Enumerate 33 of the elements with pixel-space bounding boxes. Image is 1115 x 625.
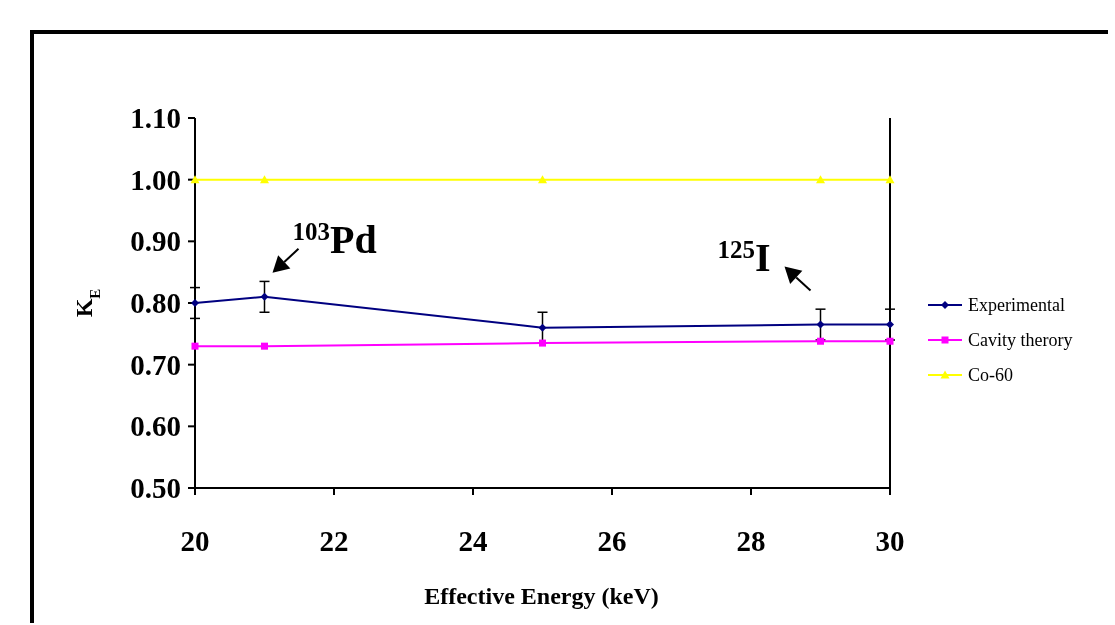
point	[816, 320, 825, 329]
y-tick-label: 0.80	[130, 287, 181, 320]
annotation: $^{125}$I	[717, 234, 771, 280]
y-tick-label: 0.90	[130, 225, 181, 258]
point	[538, 323, 547, 332]
x-tick-label: 20	[180, 525, 210, 557]
legend-label: Experimental	[968, 295, 1065, 316]
point	[191, 299, 199, 307]
y-tick-label: 0.60	[130, 410, 181, 443]
x-axis-title: Effective Energy (keV)	[424, 583, 659, 609]
point	[817, 337, 824, 345]
legend-label: Cavity therory	[968, 330, 1073, 351]
x-tick-label: 22	[319, 525, 349, 557]
x-tick-label: 30	[875, 525, 905, 557]
x-tick-label: 28	[736, 525, 766, 557]
point	[260, 175, 269, 184]
y-tick-label: 0.50	[130, 472, 181, 505]
x-tick-label: 26	[597, 525, 627, 557]
point	[260, 292, 269, 301]
point	[261, 342, 268, 350]
y-tick-label: 0.70	[130, 348, 181, 381]
point	[885, 175, 895, 184]
point	[886, 320, 894, 329]
legend-label: Co-60	[968, 365, 1013, 386]
point	[190, 175, 200, 184]
x-tick-label: 24	[458, 525, 488, 557]
point	[886, 337, 894, 345]
point	[816, 175, 825, 184]
annotation: $^{103}$Pd	[292, 216, 377, 262]
y-tick-label: 1.00	[130, 163, 181, 196]
point	[538, 175, 547, 184]
y-tick-label: 1.10	[130, 102, 181, 135]
point	[191, 342, 199, 350]
